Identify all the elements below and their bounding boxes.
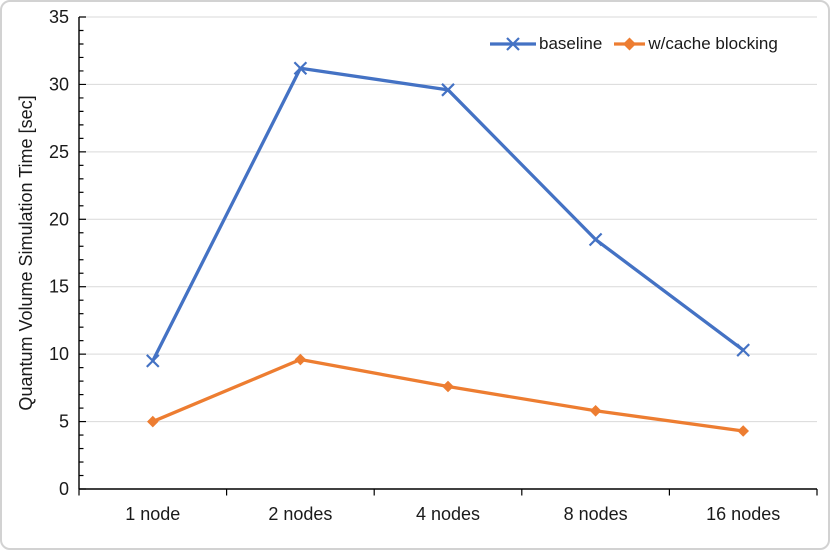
y-tick-label: 10 <box>49 344 69 364</box>
legend-item-baseline: baseline <box>489 34 602 54</box>
chart-legend: baseline w/cache blocking <box>489 34 778 54</box>
diamond-marker <box>294 353 307 366</box>
series-line-w-cache-blocking <box>152 357 744 433</box>
x-marker <box>588 232 603 247</box>
x-tick-label: 16 nodes <box>706 504 780 524</box>
series-w-cache-blocking <box>147 353 749 437</box>
y-tick-label: 5 <box>59 412 69 432</box>
diamond-marker <box>147 415 159 428</box>
y-tick-label: 35 <box>49 7 69 27</box>
series-baseline <box>146 61 750 368</box>
x-tick-label: 8 nodes <box>564 504 628 524</box>
x-tick-label: 4 nodes <box>416 504 480 524</box>
x-tick-label: 1 node <box>125 504 180 524</box>
x-axis-ticks <box>78 489 818 496</box>
legend-label-cache-blocking: w/cache blocking <box>648 34 778 53</box>
series-line-baseline <box>151 66 745 362</box>
y-tick-label: 30 <box>49 74 69 94</box>
y-tick-label: 25 <box>49 142 69 162</box>
legend-item-cache-blocking: w/cache blocking <box>613 34 778 54</box>
axes <box>78 17 817 490</box>
diamond-marker <box>442 380 454 393</box>
y-tick-label: 0 <box>59 479 69 499</box>
diamond-marker <box>737 425 749 437</box>
legend-label-baseline: baseline <box>539 34 603 53</box>
y-axis-title: Quantum Volume Simulation Time [sec] <box>16 95 36 410</box>
diamond-marker <box>589 404 602 417</box>
y-tick-label: 20 <box>49 209 69 229</box>
y-axis-ticks <box>79 16 86 490</box>
x-marker <box>441 83 455 97</box>
gridlines <box>79 16 817 423</box>
cache-blocking-sample-icon <box>614 37 646 51</box>
x-tick-labels: 1 node 2 nodes 4 nodes 8 nodes 16 nodes <box>125 504 780 524</box>
y-tick-labels: 0 5 10 15 20 25 30 35 <box>49 7 69 499</box>
x-tick-label: 2 nodes <box>268 504 332 524</box>
x-marker <box>146 354 160 368</box>
x-marker <box>736 343 750 357</box>
y-tick-label: 15 <box>49 277 69 297</box>
baseline-sample-icon <box>490 37 536 51</box>
x-marker <box>293 61 308 76</box>
